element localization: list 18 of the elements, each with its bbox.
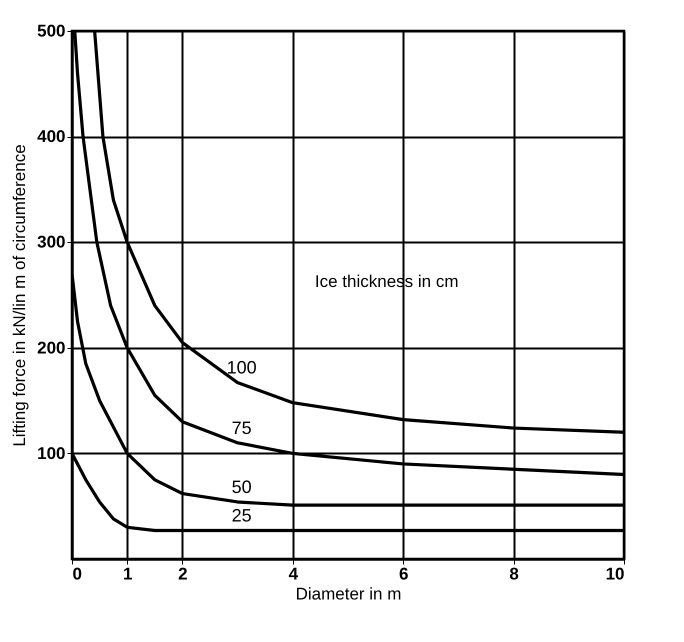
series-label: 50 — [232, 476, 252, 497]
x-tick-label: 4 — [288, 564, 299, 584]
series-label: 25 — [232, 505, 252, 526]
x-tick-label: 6 — [398, 564, 408, 584]
series-label: 100 — [226, 358, 257, 378]
x-tick-label: 0 — [72, 564, 82, 584]
x-tick-label: 2 — [178, 564, 188, 584]
y-tick-label: 300 — [37, 232, 66, 252]
y-axis-title: Lifting force in kN/lin m of circumference — [10, 144, 30, 447]
x-tick-label: 1 — [122, 564, 132, 584]
x-tick-label: 10 — [606, 564, 624, 584]
series-label: 75 — [232, 418, 252, 438]
y-tick-label: 100 — [37, 444, 66, 463]
y-tick-label: 200 — [37, 338, 66, 358]
x-tick-label: 8 — [509, 564, 519, 584]
y-tick-label: 500 — [37, 22, 66, 40]
x-axis-title: Diameter in m — [296, 584, 402, 604]
y-tick-label: 400 — [37, 127, 66, 146]
